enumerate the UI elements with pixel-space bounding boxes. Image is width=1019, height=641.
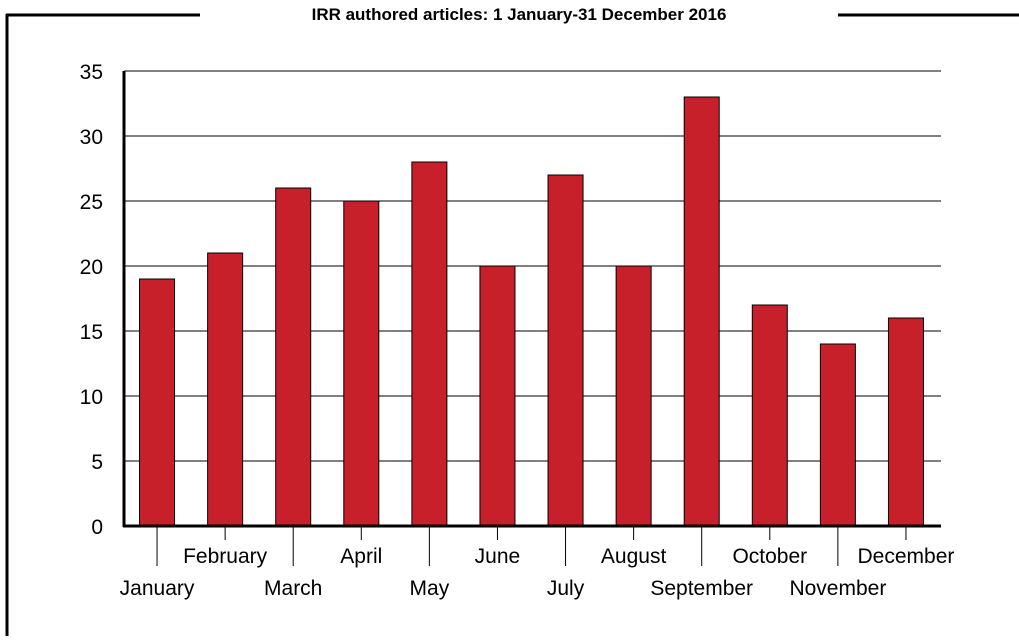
x-tick-label: April xyxy=(340,545,382,568)
y-axis-ticks: 0 5 10 15 20 25 30 35 xyxy=(80,61,103,539)
bar-september xyxy=(683,96,720,527)
y-tick-label: 5 xyxy=(91,451,103,474)
gridlines xyxy=(124,70,941,462)
bar-august xyxy=(615,265,652,527)
bar-january xyxy=(139,278,176,527)
bars xyxy=(139,96,924,527)
y-tick-label: 15 xyxy=(80,321,103,344)
x-tick-label: November xyxy=(789,577,886,600)
y-tick-label: 30 xyxy=(80,126,103,149)
x-tick-label: January xyxy=(120,577,195,600)
y-tick-label: 25 xyxy=(80,191,103,214)
bar-march xyxy=(275,187,312,527)
x-axis-labels: January February March April May June July Augu… xyxy=(120,526,955,600)
bar-june xyxy=(479,265,516,527)
x-tick-label: February xyxy=(183,545,268,568)
y-tick-label: 0 xyxy=(91,516,103,539)
bar-may xyxy=(411,161,448,527)
x-tick-label: March xyxy=(264,577,322,600)
x-tick-label: June xyxy=(475,545,521,568)
chart-title: IRR authored articles: 1 January-31 Dece… xyxy=(312,5,727,24)
bar-april xyxy=(343,200,380,527)
x-tick-label: July xyxy=(547,577,585,600)
bar-february xyxy=(207,252,244,527)
bar-november xyxy=(819,343,856,527)
x-tick-label: May xyxy=(410,577,450,600)
x-tick-label: December xyxy=(858,545,955,568)
x-tick-label: September xyxy=(650,577,753,600)
y-tick-label: 20 xyxy=(80,256,103,279)
y-tick-label: 10 xyxy=(80,386,103,409)
x-tick-label: October xyxy=(732,545,807,568)
bar-october xyxy=(751,304,788,527)
x-tick-label: August xyxy=(601,545,667,568)
bar-july xyxy=(547,174,584,527)
y-tick-label: 35 xyxy=(80,61,103,84)
bar-december xyxy=(887,317,924,527)
